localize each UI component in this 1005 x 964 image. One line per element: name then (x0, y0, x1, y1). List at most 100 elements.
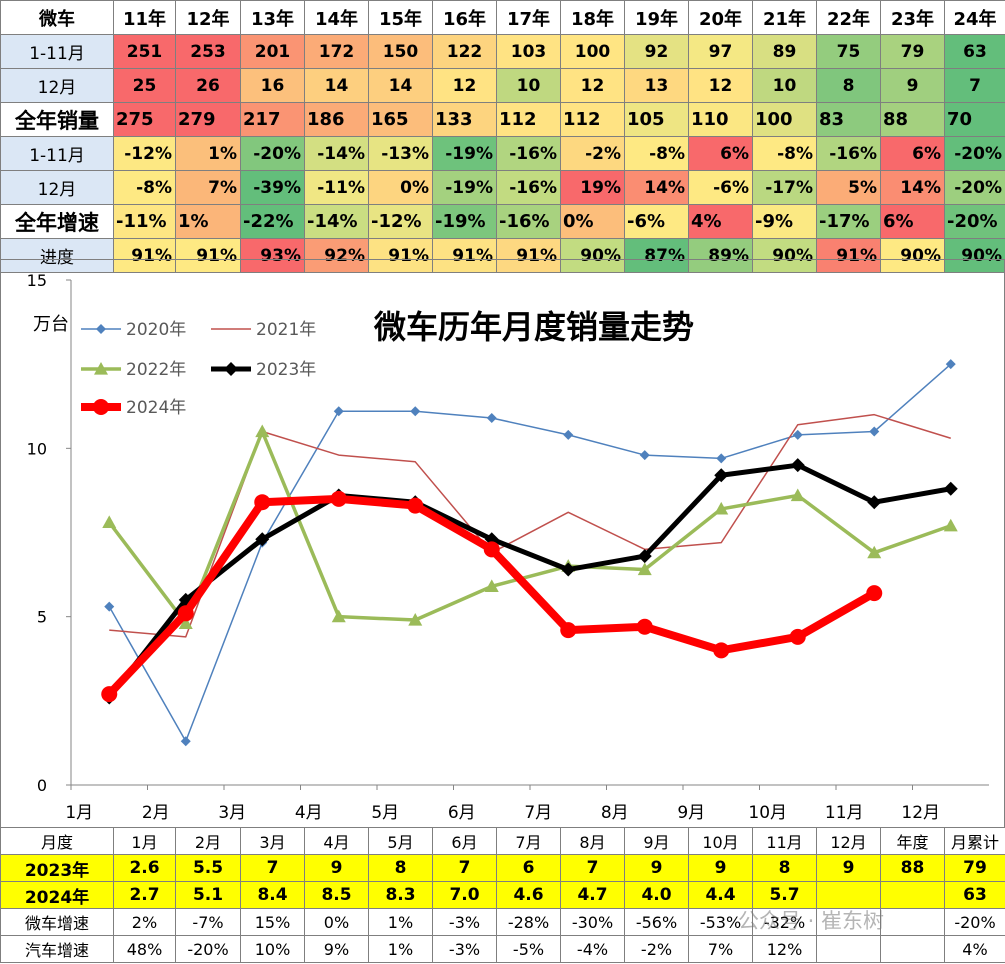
column-header: 6月 (432, 827, 497, 855)
table-cell: 7 (560, 854, 625, 882)
x-tick-label: 6月 (448, 803, 476, 823)
chart-area: 0 5 10 15 万台 1月 2月 3月 4月 5月 6月 7月 8月 9月 10月 11月 12月 微车历年月… (0, 259, 1005, 828)
table-cell: 100 (752, 102, 817, 137)
data-point (563, 429, 574, 440)
table-cell: 1% (368, 908, 433, 936)
table-cell: 12% (752, 935, 817, 963)
legend-label: 2020年 (126, 320, 186, 340)
table-cell: 16 (240, 68, 305, 103)
column-header: 19年 (624, 0, 689, 35)
row-label: 12月 (0, 170, 114, 205)
table-cell: -20% (175, 935, 241, 963)
table-cell (816, 881, 881, 909)
column-header: 17年 (496, 0, 561, 35)
table-cell: 253 (175, 34, 241, 69)
column-header: 13年 (240, 0, 305, 35)
table-cell: -19% (432, 204, 497, 239)
table-cell: -53% (688, 908, 753, 936)
column-header: 9月 (624, 827, 689, 855)
row-label: 全年增速 (0, 204, 114, 239)
table-cell: -19% (432, 136, 497, 171)
table-cell: 91% (175, 238, 241, 273)
legend-marker (96, 324, 106, 334)
table-cell: 70 (944, 102, 1005, 137)
table-row: 1-11月 251 253 201 172 150 122 103 100 92 97 89 75 79 6… (0, 34, 1005, 69)
table-cell: 100 (560, 34, 625, 69)
data-point (716, 453, 727, 464)
table-cell: 7.0 (432, 881, 497, 909)
table-cell: 14% (880, 170, 945, 205)
x-tick-label: 12月 (901, 803, 940, 823)
table-cell: -39% (240, 170, 305, 205)
table-cell: -14% (304, 136, 369, 171)
table-cell: 201 (240, 34, 305, 69)
table-cell: -32% (752, 908, 817, 936)
table-cell: -28% (496, 908, 561, 936)
table-cell: 1% (175, 204, 241, 239)
series-line-0 (108, 363, 952, 742)
table-cell: 89 (752, 34, 817, 69)
table-cell: 122 (432, 34, 497, 69)
data-point (254, 494, 271, 511)
data-point (486, 413, 497, 424)
table-cell: -3% (432, 935, 497, 963)
table-cell: -13% (368, 136, 433, 171)
data-point (408, 613, 423, 626)
column-header: 7月 (496, 827, 561, 855)
data-point (866, 585, 883, 602)
table-cell: 105 (624, 102, 689, 137)
table-cell: 8.4 (240, 881, 305, 909)
y-axis-label: 万台 (33, 314, 69, 335)
table-cell: -16% (496, 170, 561, 205)
table-cell: 79 (944, 854, 1005, 882)
table-row: 2024年 2.7 5.1 8.4 8.5 8.3 7.0 4.6 4.7 4.0 4.4 5.7 63 (0, 881, 1005, 909)
data-point (637, 562, 652, 576)
table-cell: -20% (944, 136, 1005, 171)
table-cell: 87% (624, 238, 689, 273)
table-cell: 6% (880, 204, 945, 239)
table-cell: -12% (368, 204, 433, 239)
column-header: 18年 (560, 0, 625, 35)
x-tick-label: 4月 (295, 803, 323, 823)
column-header: 21年 (752, 0, 817, 35)
data-point (483, 541, 500, 558)
table-cell: 217 (240, 102, 305, 137)
table-cell: -12% (113, 136, 176, 171)
table-cell: 0% (560, 204, 625, 239)
table-cell: 9 (304, 854, 369, 882)
table-cell (880, 935, 945, 963)
table-cell: 63 (944, 881, 1005, 909)
column-header: 月累计 (944, 827, 1005, 855)
monthly-table: 月度 1月 2月 3月 4月 5月 6月 7月 8月 9月 10月 11月 12月 年度 月累计 2023年 2… (0, 827, 1005, 963)
data-point (639, 450, 650, 461)
table-cell: 90% (880, 238, 945, 273)
table-cell: -7% (175, 908, 241, 936)
column-header: 12月 (816, 827, 881, 855)
table-row: 2023年 2.6 5.5 7 9 8 7 6 7 9 9 8 9 88 79 (0, 854, 1005, 882)
table-cell: 26 (175, 68, 241, 103)
table-cell: 2.7 (113, 881, 176, 909)
data-point (410, 406, 421, 417)
data-point (869, 426, 880, 437)
row-label: 2023年 (0, 854, 114, 882)
table-cell: 91% (496, 238, 561, 273)
row-label: 12月 (0, 68, 114, 103)
data-point (104, 601, 115, 612)
table-row: 1-11月 -12% 1% -20% -14% -13% -19% -16% -2% -8% 6% -… (0, 136, 1005, 171)
table-cell: 97 (688, 34, 753, 69)
table-cell: -8% (752, 136, 817, 171)
column-header: 24年 (944, 0, 1005, 35)
column-header: 22年 (816, 0, 881, 35)
data-point (102, 515, 117, 528)
table-cell: 75 (816, 34, 881, 69)
column-header: 11月 (752, 827, 817, 855)
table-cell: -19% (432, 170, 497, 205)
table-cell: 7% (175, 170, 241, 205)
table-cell: 150 (368, 34, 433, 69)
table-cell: 8 (816, 68, 881, 103)
table-cell: 91% (816, 238, 881, 273)
table-cell: 4.7 (560, 881, 625, 909)
table-cell: 112 (560, 102, 625, 137)
table-cell: 9 (816, 854, 881, 882)
table-row: 全年销量 275 279 217 186 165 133 112 112 105 110 100 83 8… (0, 102, 1005, 137)
